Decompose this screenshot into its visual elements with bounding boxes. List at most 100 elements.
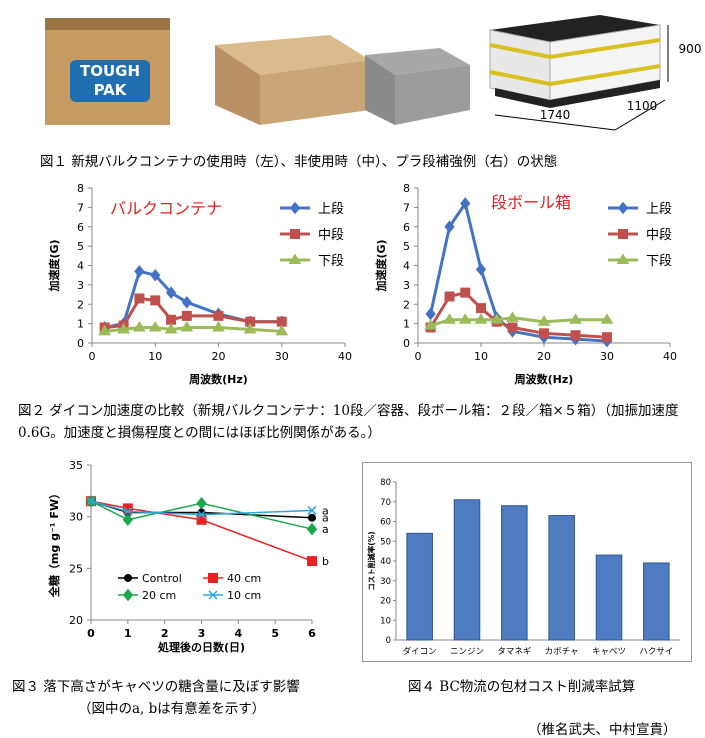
marker	[212, 321, 225, 332]
y-tick-label: 30	[69, 511, 83, 524]
chart: 0 10 20 30 40 50 60 70 80 コスト削減率(%) ダイコン ニンジン タマネギ カボ…	[362, 462, 692, 662]
y-tick-label: 20	[380, 597, 391, 607]
marker	[490, 313, 504, 324]
x-tick-label: 1	[124, 627, 132, 640]
marker	[444, 220, 455, 234]
marker	[537, 315, 551, 326]
marker	[617, 201, 629, 215]
marker	[424, 319, 437, 330]
marker	[306, 522, 318, 536]
x-tick-label: 40	[338, 350, 352, 363]
marker	[150, 295, 161, 306]
marker	[181, 310, 192, 321]
y-tick-label: 50	[380, 537, 391, 547]
marker	[122, 513, 133, 527]
x-tick-label: 0	[89, 350, 96, 363]
marker	[475, 263, 487, 276]
marker	[289, 201, 301, 215]
marker	[443, 313, 456, 324]
marker	[506, 311, 519, 322]
marker	[98, 324, 112, 336]
x-tick-label: ニンジン	[450, 647, 484, 657]
legend-label: 上段	[646, 202, 672, 217]
marker	[307, 556, 317, 567]
x-tick-label: 30	[275, 350, 289, 363]
credit: （椎名武夫、中村宣貴）	[528, 722, 677, 738]
x-axis-label: 処理後の日数(日)	[157, 640, 245, 654]
x-axis-label: 周波数(Hz)	[189, 372, 248, 386]
caption: 図４ BC物流の包材コスト削減率試算	[408, 679, 636, 695]
marker	[86, 496, 96, 506]
marker	[618, 229, 628, 239]
x-tick-label: タマネギ	[497, 647, 532, 657]
legend-label: 中段	[318, 228, 344, 243]
marker	[602, 332, 612, 343]
y-tick-label: 5	[403, 240, 410, 253]
plastic-stack	[365, 55, 395, 125]
logo-text: TOUGH	[80, 62, 140, 80]
series-line	[104, 326, 282, 333]
y-tick-label: 0	[77, 337, 84, 350]
dim-label: 900	[679, 42, 702, 56]
caption: 図２ ダイコン加速度の比較（新規バルクコンテナ：10段／容器、段ボール箱：２段／…	[18, 403, 679, 441]
significance-label: a	[322, 504, 329, 517]
y-axis-label: 加速度(G)	[374, 239, 388, 292]
y-tick-label: 1	[403, 318, 410, 331]
x-tick-label: ハクサイ	[639, 647, 673, 657]
y-axis-label: 加速度(G)	[47, 239, 61, 292]
legend-label: 下段	[318, 254, 344, 269]
marker	[181, 296, 193, 309]
marker	[134, 293, 145, 304]
series-line	[104, 269, 282, 329]
marker	[308, 513, 316, 522]
marker	[290, 229, 300, 239]
significance-label: b	[322, 555, 329, 568]
marker	[213, 310, 224, 321]
legend-label: 20 cm	[142, 589, 176, 602]
pallet	[495, 80, 660, 108]
y-tick-label: 0	[386, 636, 391, 646]
marker	[148, 321, 162, 332]
legend-label: 40 cm	[227, 572, 261, 585]
dim-label: 1740	[540, 108, 571, 122]
x-tick-label: 2	[161, 627, 169, 640]
marker	[507, 322, 518, 333]
marker	[208, 573, 218, 583]
y-tick-label: 8	[77, 182, 84, 195]
y-tick-label: 10	[380, 616, 391, 626]
marker	[474, 313, 488, 324]
y-tick-label: 4	[77, 260, 84, 273]
y-tick-label: 8	[403, 182, 410, 195]
series-line	[90, 500, 313, 562]
y-tick-label: 7	[403, 201, 410, 214]
y-tick-label: 3	[77, 279, 84, 292]
y-tick-label: 2	[403, 298, 410, 311]
y-tick-label: 30	[380, 577, 391, 587]
marker	[243, 322, 257, 334]
chart: 20 25 30 35 0 1 2 3 4 5 6 全糖（mg g⁻¹ FW） 処理後の日数(日) a Co…	[47, 459, 329, 654]
bar	[643, 562, 670, 641]
marker	[150, 268, 161, 282]
container-lid	[45, 18, 170, 30]
y-tick-label: 5	[77, 240, 84, 253]
x-tick-label: 3	[198, 627, 206, 640]
marker	[180, 321, 194, 332]
x-tick-label: 20	[212, 350, 226, 363]
series-line	[429, 290, 608, 339]
legend-label: Control	[142, 572, 182, 585]
x-tick-label: 30	[600, 350, 614, 363]
y-tick-label: 20	[69, 614, 83, 627]
x-tick-label: 6	[308, 627, 316, 640]
caption: （図中のa, bは有意差を示す）	[78, 701, 266, 717]
bar	[595, 554, 623, 641]
x-tick-label: 40	[663, 350, 677, 363]
marker	[196, 514, 207, 525]
bar	[548, 515, 575, 641]
y-axis-label: コスト削減率(%)	[366, 531, 376, 590]
series-line	[90, 500, 313, 530]
marker	[122, 503, 133, 514]
marker	[133, 321, 146, 332]
strap	[489, 38, 661, 60]
marker	[600, 313, 614, 324]
x-tick-label: カボチャ	[545, 647, 579, 657]
